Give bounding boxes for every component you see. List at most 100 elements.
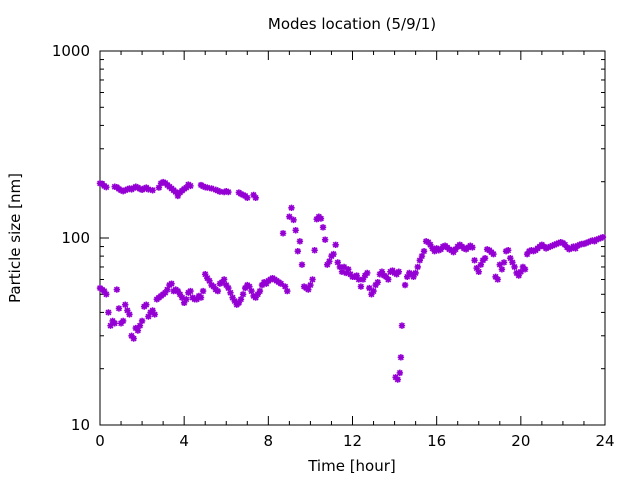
plot-frame [99,50,606,426]
data-point [324,261,331,268]
data-point [523,250,531,258]
data-point [225,284,232,292]
data-point [218,279,226,286]
data-point [505,247,512,254]
data-point [394,376,401,383]
data-point [572,245,579,252]
data-point [418,252,426,260]
data-point [292,227,299,234]
data-point [509,259,516,266]
data-point [235,299,243,307]
data-point [515,272,522,279]
data-point [452,246,459,253]
data-point [473,264,480,272]
data-point [193,296,200,303]
data-point [290,216,297,224]
data-point [115,305,123,312]
data-point [547,243,554,250]
data-point [298,261,306,268]
data-point [111,320,118,327]
data-point [368,291,375,298]
data-point [528,247,535,254]
data-point [530,247,537,255]
data-point [214,287,222,295]
data-point [372,281,379,289]
data-point [138,317,146,325]
data-point [326,258,333,265]
data-point [557,238,565,246]
data-point [214,187,222,194]
data-point [117,187,125,194]
data-point [252,194,259,202]
data-point [370,287,377,295]
data-point [309,276,316,283]
data-point [542,245,550,252]
data-point [149,187,156,194]
data-point [279,230,287,237]
data-point [584,238,592,246]
data-point [395,268,402,275]
data-point [122,187,129,194]
data-point [589,237,596,244]
data-point [199,287,207,295]
data-point [587,238,594,245]
data-point [136,322,144,329]
data-point [210,283,217,290]
data-point [471,257,478,264]
data-point [338,268,346,275]
data-point [239,291,247,298]
data-point [511,263,518,271]
data-point [414,263,421,271]
data-point [216,188,224,195]
data-point [544,244,552,251]
data-point [223,281,230,289]
data-point [517,268,525,275]
data-point [178,294,186,301]
data-point [477,261,485,268]
data-point [507,254,514,262]
data-point [208,185,215,192]
data-point [212,186,219,194]
data-point [574,242,581,249]
data-point [437,246,445,253]
data-points [96,178,607,383]
data-point [281,283,289,290]
data-point [412,269,419,277]
data-point [553,240,560,248]
data-point [124,307,131,314]
data-point [311,247,318,254]
data-point [549,242,556,249]
x-tick-label: 8 [264,432,274,450]
data-point [126,311,133,318]
data-point [256,287,264,295]
data-point [130,335,137,342]
data-point [105,309,112,316]
data-point [345,266,352,273]
data-point [168,280,175,287]
data-point [342,269,350,277]
data-point [241,284,249,292]
data-point [143,301,150,308]
data-point [199,183,207,190]
x-tick-label: 20 [511,432,530,450]
data-point [248,287,255,295]
data-point [225,188,232,196]
x-tick-label: 24 [595,432,614,450]
data-point [359,276,367,283]
data-point [498,266,506,273]
data-point [398,322,406,329]
data-point [580,240,588,248]
data-point [237,296,245,303]
x-tick-label: 16 [427,432,446,450]
data-point [502,247,510,255]
data-point [172,188,179,196]
data-point [319,224,327,231]
data-point [355,276,363,283]
major-ticks [99,50,606,426]
data-point [204,184,211,191]
data-point [136,185,144,193]
data-point [187,182,194,190]
data-point [126,185,133,192]
data-point [521,266,529,273]
data-point [460,245,468,252]
